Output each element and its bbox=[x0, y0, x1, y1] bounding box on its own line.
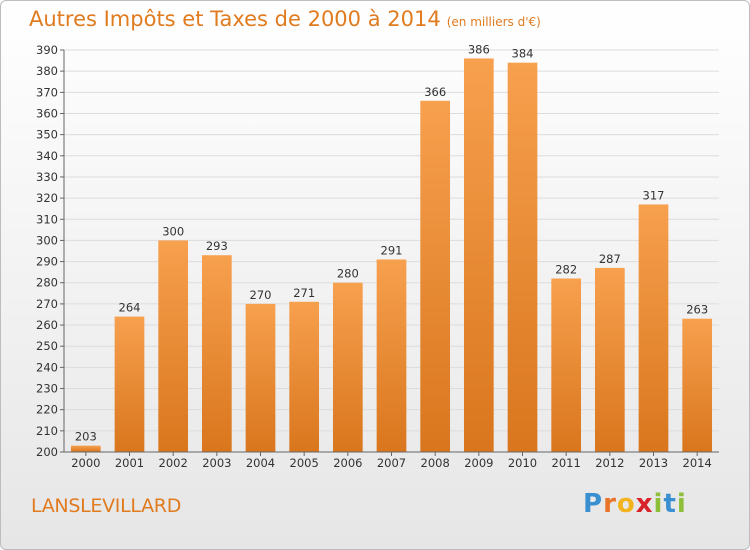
y-tick-label: 200 bbox=[36, 445, 58, 459]
x-tick-label: 2000 bbox=[71, 456, 100, 470]
bar-2002 bbox=[158, 240, 189, 452]
y-axis-ticks: 200 210 220 230 240 250 260 270 280 290 300 310 320 3… bbox=[36, 43, 64, 459]
x-tick-label: 2011 bbox=[552, 456, 581, 470]
data-label-2002: 300 bbox=[162, 224, 184, 238]
x-tick-label: 2012 bbox=[595, 456, 624, 470]
bar-2014 bbox=[682, 318, 713, 452]
place-name: LANSLEVILLARD bbox=[31, 495, 182, 517]
y-tick-label: 290 bbox=[36, 255, 58, 269]
y-tick-label: 310 bbox=[36, 212, 58, 226]
x-tick-label: 2014 bbox=[683, 456, 712, 470]
data-label-2010: 384 bbox=[512, 47, 534, 61]
data-label-2006: 280 bbox=[337, 267, 359, 281]
y-tick-label: 270 bbox=[36, 297, 58, 311]
x-tick-label: 2004 bbox=[246, 456, 275, 470]
y-tick-label: 340 bbox=[36, 149, 58, 163]
bar-2013 bbox=[638, 204, 669, 452]
x-tick-label: 2007 bbox=[377, 456, 406, 470]
y-tick-label: 320 bbox=[36, 191, 58, 205]
x-tick-label: 2001 bbox=[115, 456, 144, 470]
proxiti-logo: Proxiti bbox=[583, 489, 687, 519]
data-label-2008: 366 bbox=[424, 85, 446, 99]
x-tick-label: 2008 bbox=[421, 456, 450, 470]
y-tick-label: 230 bbox=[36, 382, 58, 396]
chart-title-text: Autres Impôts et Taxes de 2000 à 2014 bbox=[29, 7, 441, 31]
bar-2005 bbox=[289, 301, 320, 452]
bar-2012 bbox=[594, 267, 625, 452]
y-tick-label: 220 bbox=[36, 403, 58, 417]
y-tick-label: 350 bbox=[36, 128, 58, 142]
y-tick-label: 360 bbox=[36, 106, 58, 120]
y-tick-label: 210 bbox=[36, 424, 58, 438]
data-label-2014: 263 bbox=[686, 303, 708, 317]
x-tick-label: 2005 bbox=[290, 456, 319, 470]
data-label-2011: 282 bbox=[555, 263, 577, 277]
data-label-2005: 271 bbox=[293, 286, 315, 300]
x-tick-label: 2009 bbox=[464, 456, 493, 470]
y-tick-label: 390 bbox=[36, 43, 58, 57]
bar-2000 bbox=[70, 445, 101, 452]
data-label-2012: 287 bbox=[599, 252, 621, 266]
bar-2009 bbox=[463, 58, 494, 452]
bar-2006 bbox=[332, 282, 363, 452]
bar-2011 bbox=[551, 278, 582, 452]
bar-2010 bbox=[507, 62, 538, 453]
x-tick-label: 2003 bbox=[202, 456, 231, 470]
y-tick-label: 300 bbox=[36, 233, 58, 247]
data-label-2004: 270 bbox=[250, 288, 272, 302]
bar-2001 bbox=[114, 316, 145, 452]
y-tick-label: 330 bbox=[36, 170, 58, 184]
chart-title: Autres Impôts et Taxes de 2000 à 2014 (en… bbox=[29, 7, 541, 31]
data-label-2013: 317 bbox=[643, 188, 665, 202]
y-tick-label: 280 bbox=[36, 276, 58, 290]
bar-2007 bbox=[376, 259, 407, 452]
y-tick-label: 240 bbox=[36, 360, 58, 374]
x-tick-label: 2006 bbox=[333, 456, 362, 470]
x-axis-ticks: 2000 2001 2002 2003 2004 2005 2006 2007 2008 2009… bbox=[71, 452, 712, 470]
data-label-2001: 264 bbox=[119, 301, 141, 315]
chart-subtitle: (en milliers d'€) bbox=[446, 15, 541, 29]
bar-2003 bbox=[201, 255, 232, 452]
data-label-2000: 203 bbox=[75, 430, 97, 444]
data-label-2007: 291 bbox=[381, 243, 403, 257]
bar-2008 bbox=[420, 100, 451, 453]
x-tick-label: 2013 bbox=[639, 456, 668, 470]
y-tick-label: 250 bbox=[36, 339, 58, 353]
y-tick-label: 370 bbox=[36, 85, 58, 99]
x-tick-label: 2002 bbox=[159, 456, 188, 470]
data-label-2003: 293 bbox=[206, 239, 228, 253]
y-tick-label: 260 bbox=[36, 318, 58, 332]
data-label-2009: 386 bbox=[468, 42, 490, 56]
bars: 203 264 300 293 270 271 280 291 366 386 384 282 287 3… bbox=[70, 42, 713, 453]
bar-2004 bbox=[245, 303, 276, 452]
x-tick-label: 2010 bbox=[508, 456, 537, 470]
y-tick-label: 380 bbox=[36, 64, 58, 78]
